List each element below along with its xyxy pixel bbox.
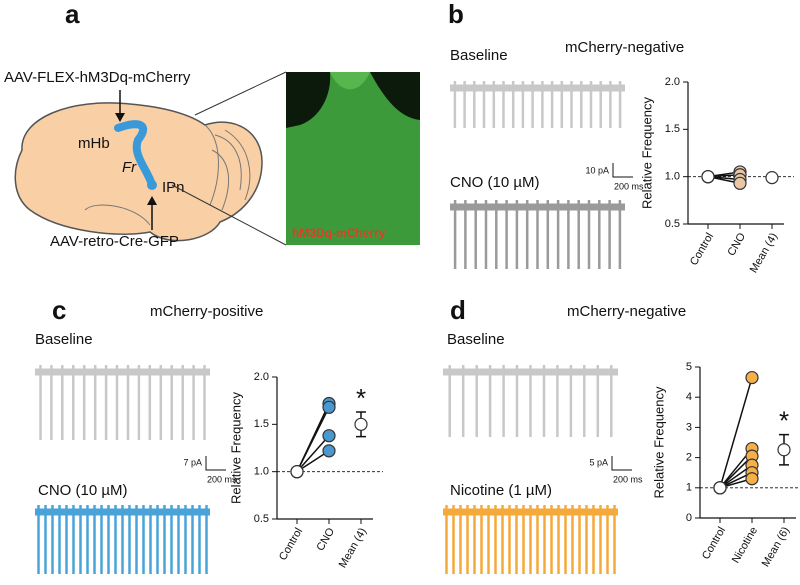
y-tick-label: 1.0 bbox=[665, 171, 680, 183]
x-tick-label: CNO bbox=[725, 231, 748, 259]
x-tick-label: Nicotine bbox=[730, 525, 760, 565]
virus-label: AAV-retro-Cre-GFP bbox=[50, 233, 179, 250]
treatment-point bbox=[733, 176, 747, 190]
trace-spikes bbox=[445, 505, 616, 574]
brain-fold bbox=[84, 204, 151, 226]
scale-label: 200 ms bbox=[614, 181, 644, 191]
cerebellum-folds bbox=[204, 124, 251, 211]
pathway bbox=[114, 120, 156, 189]
significance: * bbox=[779, 406, 789, 436]
micrograph-bright bbox=[330, 72, 370, 90]
scale-bar bbox=[612, 163, 633, 178]
pair-line bbox=[719, 377, 753, 489]
x-tick-label: Mean (4) bbox=[748, 231, 780, 275]
trace-spikes bbox=[448, 365, 613, 437]
pair-line bbox=[296, 435, 330, 473]
y-tick-label: 2 bbox=[686, 452, 692, 464]
y-axis-label: Relative Frequency bbox=[651, 386, 666, 498]
scale-label: 200 ms bbox=[207, 474, 237, 484]
mean-point bbox=[354, 417, 368, 431]
panel-title: mCherry-negative bbox=[565, 39, 684, 56]
treatment-point bbox=[322, 429, 336, 443]
x-tick-label: CNO bbox=[314, 526, 337, 554]
region-label: IPn bbox=[162, 179, 185, 196]
y-tick-label: 4 bbox=[686, 391, 692, 403]
x-tick-label: Control bbox=[277, 526, 305, 563]
x-tick-label: Mean (4) bbox=[337, 526, 369, 570]
y-tick-label: 2.0 bbox=[665, 76, 680, 88]
arrow-head bbox=[147, 196, 157, 205]
significance: * bbox=[356, 383, 366, 413]
trace-label: Baseline bbox=[450, 47, 508, 64]
y-tick-label: 1 bbox=[686, 482, 692, 494]
trace-label: CNO (10 µM) bbox=[450, 174, 539, 191]
panel-title: mCherry-negative bbox=[567, 303, 686, 320]
control-point bbox=[701, 170, 715, 184]
y-tick-label: 3 bbox=[686, 421, 692, 433]
region-label: Fr bbox=[122, 159, 137, 176]
treatment-point bbox=[745, 370, 759, 385]
scale-label: 200 ms bbox=[613, 474, 643, 484]
scale-label: 5 pA bbox=[589, 457, 608, 467]
trace-label: Nicotine (1 µM) bbox=[450, 482, 552, 499]
mean-point bbox=[765, 171, 779, 185]
treatment-point bbox=[322, 400, 336, 414]
trace-spikes bbox=[453, 200, 622, 269]
control-point bbox=[290, 465, 304, 479]
micrograph-dark bbox=[286, 72, 331, 128]
y-tick-label: 1.5 bbox=[254, 418, 269, 430]
x-tick-label: Control bbox=[688, 231, 716, 268]
trace-label: Baseline bbox=[35, 331, 93, 348]
pair-line bbox=[296, 406, 330, 473]
trace-spikes bbox=[39, 365, 206, 440]
y-axis-label: Relative Frequency bbox=[228, 392, 243, 504]
scale-label: 7 pA bbox=[183, 457, 202, 467]
treatment-point bbox=[745, 472, 759, 486]
micrograph-dark bbox=[370, 72, 420, 120]
trace-label: Baseline bbox=[447, 331, 505, 348]
trace-spikes bbox=[453, 81, 622, 128]
zoom-line bbox=[171, 184, 287, 246]
panel-label: d bbox=[450, 295, 466, 325]
scale-label: 10 pA bbox=[585, 165, 609, 175]
panel-label: b bbox=[448, 0, 464, 29]
treatment-point bbox=[322, 444, 336, 458]
scale-bar bbox=[611, 456, 632, 471]
panel-label: c bbox=[52, 295, 66, 325]
y-tick-label: 0.5 bbox=[665, 218, 680, 230]
x-tick-label: Control bbox=[700, 525, 728, 562]
trace-spikes bbox=[37, 505, 208, 574]
panel-label: a bbox=[65, 0, 80, 29]
panel-title: mCherry-positive bbox=[150, 303, 263, 320]
y-tick-label: 1.0 bbox=[254, 466, 269, 478]
arrow-head bbox=[115, 113, 125, 122]
control-point bbox=[713, 481, 727, 495]
y-axis-label: Relative Frequency bbox=[639, 97, 654, 209]
region-label: mHb bbox=[78, 135, 110, 152]
y-tick-label: 5 bbox=[686, 361, 692, 373]
y-tick-label: 0 bbox=[686, 512, 692, 524]
trace-label: CNO (10 µM) bbox=[38, 482, 127, 499]
scale-bar bbox=[205, 456, 226, 471]
y-tick-label: 0.5 bbox=[254, 513, 269, 525]
virus-label: AAV-FLEX-hM3Dq-mCherry bbox=[4, 69, 191, 86]
y-tick-label: 2.0 bbox=[254, 371, 269, 383]
x-tick-label: Mean (6) bbox=[760, 525, 792, 569]
zoom-line bbox=[194, 71, 287, 116]
y-tick-label: 1.5 bbox=[665, 123, 680, 135]
image-label: hM3Dq-mCherry bbox=[292, 226, 386, 240]
mean-point bbox=[777, 443, 791, 457]
ipn-site bbox=[147, 180, 157, 190]
brain bbox=[14, 102, 263, 242]
